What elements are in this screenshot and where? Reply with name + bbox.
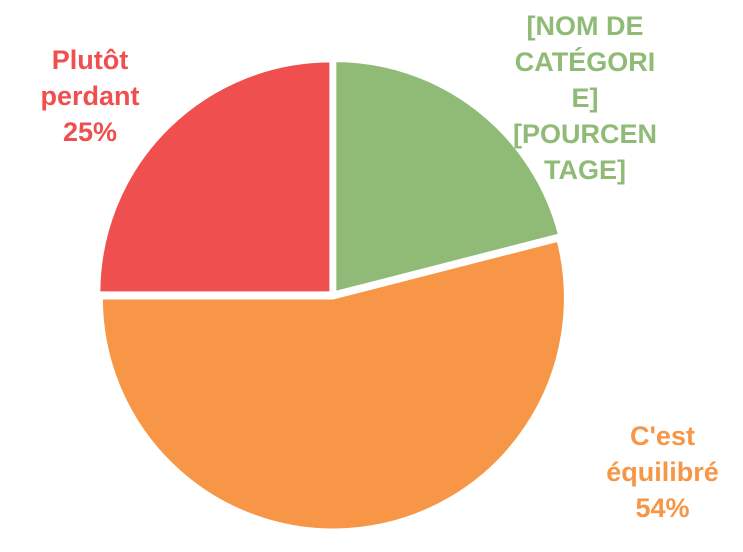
value-label: 25% — [62, 117, 118, 147]
category-label: [NOM DE CATÉGORIE] — [514, 11, 656, 113]
value-label: [POURCENTAGE] — [512, 119, 657, 185]
pie-slice — [99, 238, 567, 532]
slice-label: C'est équilibré 54% — [585, 418, 740, 526]
slice-label: [NOM DE CATÉGORIE] [POURCENTAGE] — [510, 8, 660, 188]
slice-label: Plutôt perdant 25% — [15, 42, 165, 150]
category-label: Plutôt perdant — [40, 45, 140, 111]
category-label: C'est équilibré — [606, 421, 719, 487]
pie-slice — [333, 59, 562, 295]
value-label: 54% — [635, 493, 690, 523]
pie-slice — [97, 59, 333, 295]
